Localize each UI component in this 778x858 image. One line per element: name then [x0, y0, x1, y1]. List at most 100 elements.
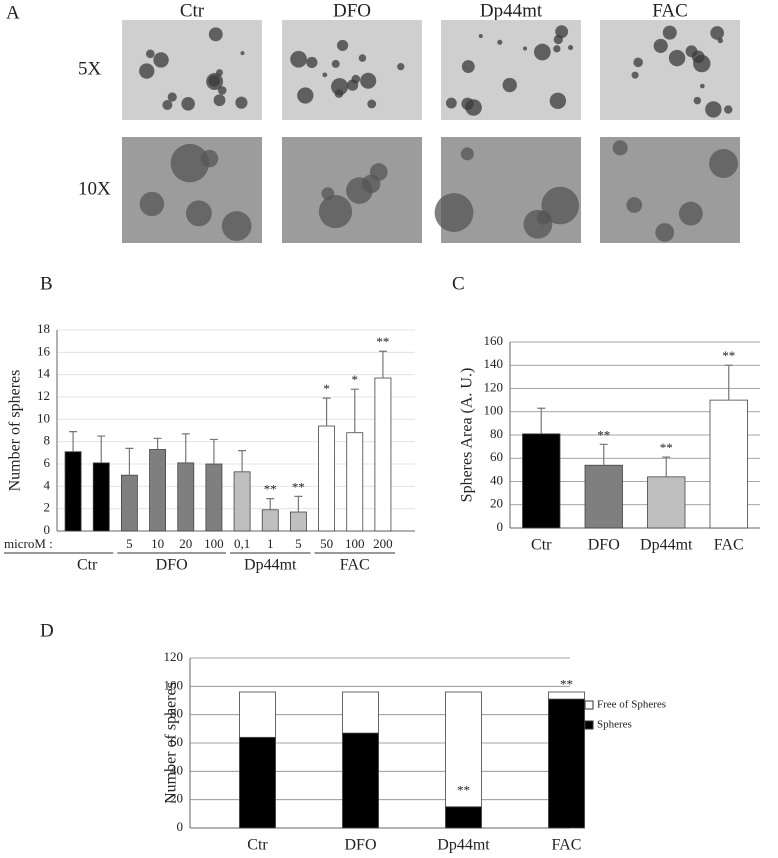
y-tick-label: 100	[164, 677, 184, 692]
bar	[177, 462, 195, 532]
sphere-image	[678, 201, 703, 226]
sphere-image	[139, 191, 165, 217]
x-tick-label: 100	[345, 536, 365, 551]
group-label: DFO	[156, 557, 188, 574]
bar	[647, 476, 686, 529]
x-tick-label: Ctr	[531, 537, 552, 554]
sphere-image	[434, 193, 474, 232]
sphere-image	[213, 94, 226, 107]
sphere-image	[523, 46, 528, 51]
error-bar	[69, 431, 78, 452]
bar-segment	[548, 698, 585, 829]
error-bar	[266, 498, 275, 510]
bar	[120, 474, 138, 532]
sphere-image	[153, 52, 169, 68]
sphere-image	[478, 34, 483, 39]
sphere-image	[699, 83, 705, 89]
error-bar	[537, 407, 546, 434]
sphere-image	[145, 49, 155, 59]
x-tick-label: 200	[373, 536, 393, 551]
x-tick-label: Ctr	[247, 837, 268, 854]
sphere-image	[461, 60, 475, 73]
panel-label: B	[40, 273, 53, 294]
sphere-image	[346, 79, 359, 91]
x-tick-label: 50	[320, 536, 333, 551]
sphere-image	[541, 186, 580, 225]
sphere-image	[367, 99, 377, 109]
sphere-image	[170, 143, 210, 183]
y-tick-label: 100	[484, 403, 504, 418]
x-tick-label: 5	[126, 536, 133, 551]
sphere-image	[705, 101, 722, 118]
x-prefix: microM :	[4, 536, 53, 551]
sphere-image	[322, 72, 328, 78]
column-label: Ctr	[180, 0, 205, 21]
sphere-image	[297, 87, 314, 104]
y-tick-label: 8	[44, 433, 51, 448]
sphere-image	[631, 71, 639, 79]
y-axis-label: Number of spheres	[7, 370, 24, 492]
significance: **	[457, 783, 470, 798]
error-bar	[724, 364, 733, 401]
sphere-image	[709, 149, 738, 178]
x-tick-label: DFO	[344, 837, 376, 854]
legend-label: Spheres	[597, 719, 632, 731]
sphere-image	[206, 73, 224, 90]
bar	[261, 509, 279, 532]
y-tick-label: 140	[484, 356, 504, 371]
panel-label: D	[40, 620, 54, 641]
sphere-image	[318, 194, 353, 229]
sphere-image	[181, 97, 195, 111]
group-label: Ctr	[77, 557, 98, 574]
y-axis-label: Number of spheres	[163, 682, 180, 804]
sphere-image	[668, 49, 686, 67]
sphere-image	[555, 25, 569, 39]
bar	[205, 463, 223, 532]
sphere-image	[162, 99, 173, 110]
sphere-image	[217, 86, 227, 95]
x-tick-label: Dp44mt	[640, 537, 693, 554]
legend-swatch	[584, 700, 594, 710]
bar	[318, 425, 336, 532]
sphere-image	[235, 96, 248, 109]
sphere-image	[691, 50, 705, 64]
x-tick-label: 20	[179, 536, 192, 551]
sphere-image	[626, 197, 643, 213]
bar	[522, 433, 561, 529]
sphere-image	[221, 211, 252, 241]
sphere-image	[497, 39, 503, 45]
x-tick-label: 5	[295, 536, 302, 551]
x-tick-label: Dp44mt	[437, 837, 490, 854]
bar-segment	[445, 806, 482, 829]
sphere-image	[523, 209, 553, 239]
y-tick-label: 18	[37, 321, 50, 336]
error-bar	[662, 456, 671, 477]
sphere-image	[240, 51, 245, 56]
significance: *	[323, 381, 330, 396]
sphere-image	[465, 99, 482, 116]
significance: *	[352, 372, 359, 387]
x-tick-label: 100	[204, 536, 224, 551]
y-axis-label: Spheres Area (A. U.)	[459, 368, 476, 503]
significance: **	[264, 482, 277, 497]
group-label: FAC	[340, 557, 370, 574]
significance: **	[560, 676, 573, 691]
sphere-image	[397, 62, 405, 71]
sphere-image	[306, 56, 318, 69]
x-tick-label: FAC	[714, 537, 744, 554]
sphere-image	[208, 27, 223, 42]
y-tick-label: 0	[44, 522, 51, 537]
x-tick-label: 0,1	[234, 536, 250, 551]
sphere-image	[553, 45, 561, 53]
sphere-image	[360, 72, 377, 89]
legend-label: Free of Spheres	[597, 699, 666, 711]
significance: **	[660, 440, 673, 455]
sphere-image	[612, 140, 628, 156]
error-bar	[97, 435, 106, 463]
x-tick-label: 1	[267, 536, 274, 551]
sphere-image	[502, 77, 517, 93]
significance: **	[722, 348, 735, 363]
significance: **	[597, 427, 610, 442]
sphere-image	[321, 187, 335, 200]
sphere-image	[710, 26, 724, 40]
